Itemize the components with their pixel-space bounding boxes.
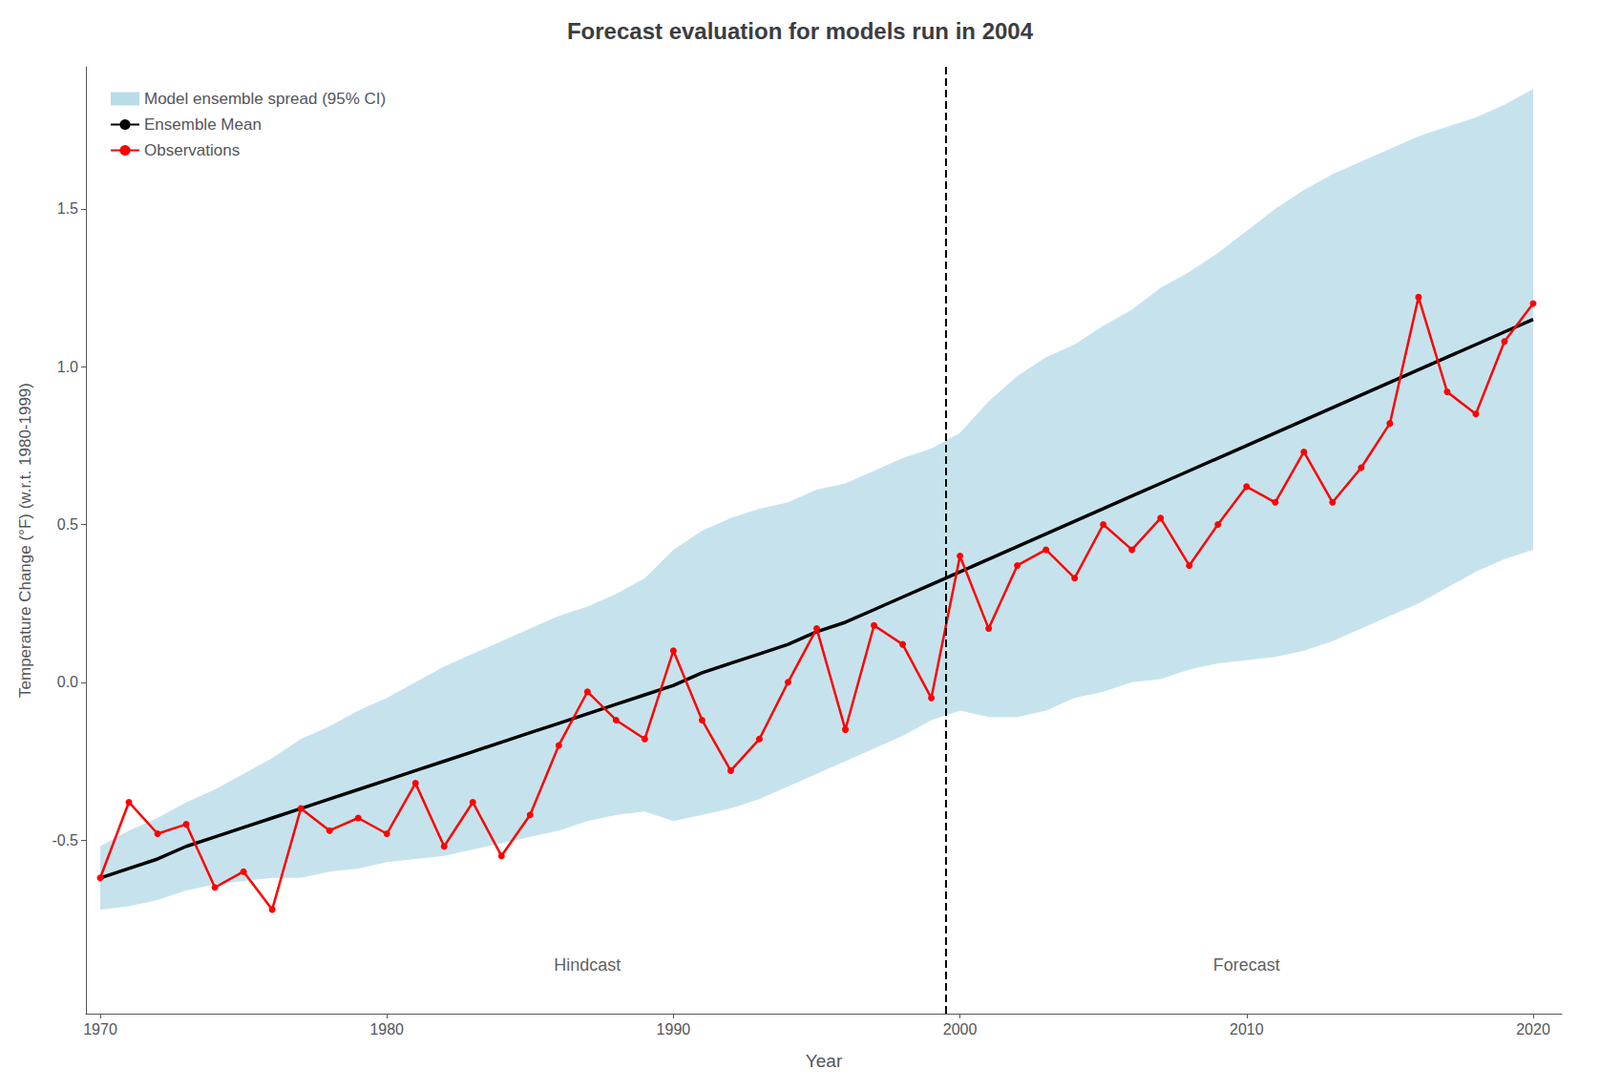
svg-text:1970: 1970 [83,1021,118,1038]
svg-text:2000: 2000 [943,1021,978,1038]
svg-text:Forecast: Forecast [1213,955,1281,975]
svg-text:Model ensemble spread (95% CI): Model ensemble spread (95% CI) [144,89,386,108]
svg-text:Temperature Change (°F) (w.r.t: Temperature Change (°F) (w.r.t. 1980-199… [16,382,35,698]
svg-text:0.0: 0.0 [57,673,79,691]
svg-text:Year: Year [805,1051,843,1072]
svg-text:Ensemble Mean: Ensemble Mean [144,115,262,134]
svg-text:1.0: 1.0 [57,358,79,376]
svg-text:1990: 1990 [656,1021,692,1038]
svg-text:0.5: 0.5 [57,516,79,533]
svg-text:1980: 1980 [369,1021,404,1038]
svg-text:-0.5: -0.5 [51,832,79,849]
svg-text:2020: 2020 [1515,1021,1551,1038]
svg-text:2010: 2010 [1229,1021,1264,1038]
svg-text:Hindcast: Hindcast [553,955,621,975]
svg-text:1.5: 1.5 [57,200,79,217]
svg-text:Observations: Observations [144,141,240,160]
svg-text:Forecast evaluation for models: Forecast evaluation for models run in 20… [567,18,1034,44]
